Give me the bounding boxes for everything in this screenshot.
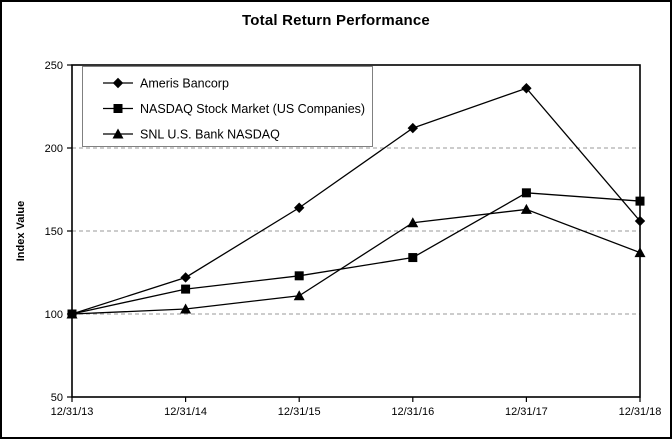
x-tick-label: 12/31/14 (164, 406, 207, 418)
y-tick-label: 200 (45, 143, 63, 155)
data-point-square-marker (408, 253, 418, 263)
data-point-diamond-marker (521, 83, 532, 94)
series-line (71, 208, 641, 315)
data-point-square-marker (635, 196, 645, 206)
x-tick-label: 12/31/16 (391, 406, 434, 418)
x-tick-label: 12/31/15 (278, 406, 321, 418)
data-point-square-marker (294, 271, 304, 281)
legend-label: NASDAQ Stock Market (US Companies) (140, 102, 365, 116)
data-point-triangle-marker (180, 303, 192, 314)
series-line (71, 87, 641, 315)
y-tick-label: 150 (45, 226, 63, 238)
data-point-diamond-marker (634, 215, 646, 227)
chart-title: Total Return Performance (242, 12, 430, 29)
data-point-triangle-marker (634, 247, 646, 258)
data-point-triangle-marker (293, 290, 305, 301)
x-tick-label: 12/31/17 (505, 406, 548, 418)
y-tick-label: 50 (51, 392, 63, 404)
data-point-triangle-marker (520, 203, 532, 214)
x-tick-label: 12/31/18 (619, 406, 662, 418)
legend-label: Ameris Bancorp (140, 77, 229, 91)
data-point-triangle-marker (407, 217, 419, 228)
legend-label: SNL U.S. Bank NASDAQ (140, 128, 280, 142)
data-point-square-marker (181, 284, 191, 294)
legend-diamond-marker (112, 77, 124, 89)
data-point-square-marker (521, 188, 531, 198)
y-tick-label: 250 (45, 60, 63, 72)
y-tick-label: 100 (45, 309, 63, 321)
data-point-diamond-marker (294, 202, 305, 213)
legend-square-marker (113, 104, 123, 113)
legend-triangle-marker (112, 128, 124, 139)
series-line (71, 192, 641, 315)
legend (82, 66, 373, 147)
data-point-triangle-marker (66, 308, 78, 319)
data-point-diamond-marker (180, 272, 191, 283)
x-tick-label: 12/31/13 (51, 406, 94, 418)
data-point-diamond-marker (407, 122, 418, 134)
